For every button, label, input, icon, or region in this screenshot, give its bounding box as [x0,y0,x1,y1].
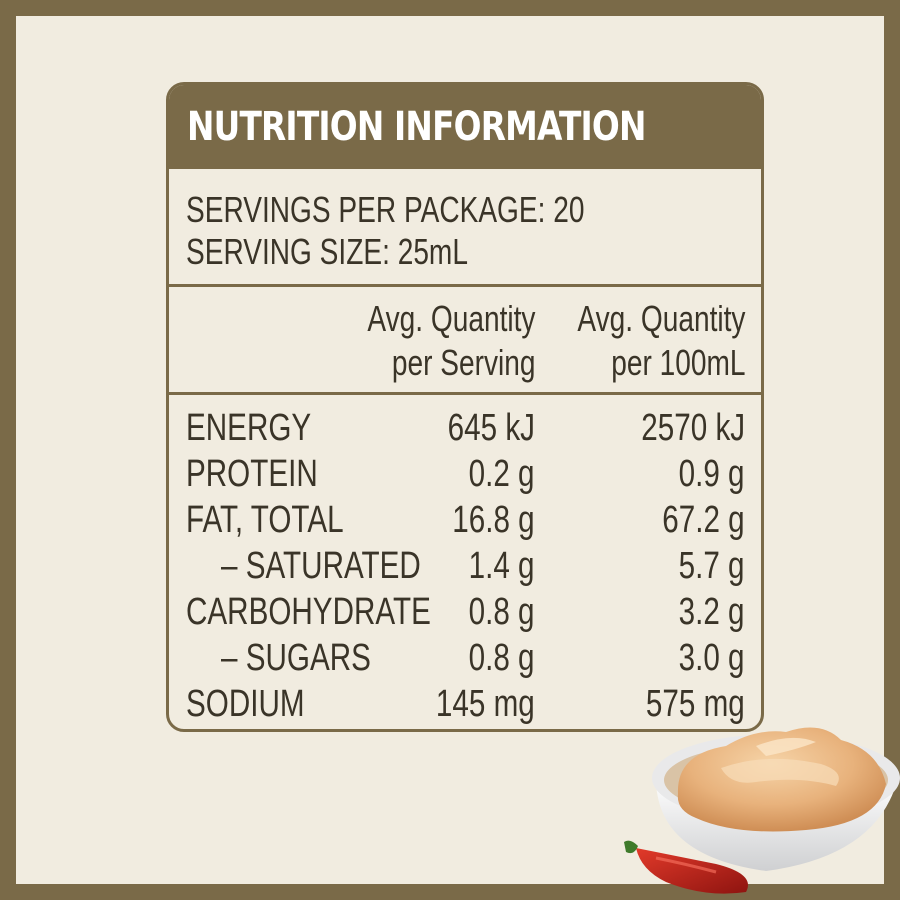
value-per-serving: 16.8 g [452,499,535,541]
value-per-100: 67.2 g [662,499,745,541]
servings-per-package: SERVINGS PER PACKAGE: 20 [186,189,585,230]
nutrient-label: CARBOHYDRATE [186,591,431,633]
sauce-bowl-image [616,706,900,900]
column-header-per-100: Avg. Quantity per 100mL [530,297,745,385]
panel-title-bar: NUTRITION INFORMATION [169,85,761,169]
value-per-serving: 145 mg [436,683,535,725]
value-per-100: 2570 kJ [641,407,745,449]
value-per-serving: 0.8 g [469,637,535,679]
table-row: FAT, TOTAL 16.8 g 67.2 g [169,497,761,543]
nutrient-label: SODIUM [186,683,305,725]
nutrient-label: ENERGY [186,407,312,449]
table-row: ENERGY 645 kJ 2570 kJ [169,405,761,451]
column-header-row: Avg. Quantity per Serving Avg. Quantity … [169,287,761,395]
value-per-100: 0.9 g [679,453,745,495]
nutrition-panel: NUTRITION INFORMATION SERVINGS PER PACKA… [166,82,764,732]
sauce-bowl-illustration [624,727,900,894]
nutrient-rows: ENERGY 645 kJ 2570 kJ PROTEIN 0.2 g 0.9 … [169,395,761,727]
table-row: CARBOHYDRATE 0.8 g 3.2 g [169,589,761,635]
label-background: NUTRITION INFORMATION SERVINGS PER PACKA… [16,16,900,894]
column-header-per-100-line1: Avg. Quantity [576,298,745,339]
nutrient-label: FAT, TOTAL [186,499,344,541]
table-row: PROTEIN 0.2 g 0.9 g [169,451,761,497]
value-per-100: 3.2 g [679,591,745,633]
nutrient-label: – SUGARS [221,637,371,679]
serving-size: SERVING SIZE: 25mL [186,231,468,272]
table-row: SODIUM 145 mg 575 mg [169,681,761,727]
column-header-per-serving-line2: per Serving [391,342,535,383]
nutrient-label: PROTEIN [186,453,318,495]
value-per-serving: 645 kJ [447,407,535,449]
value-per-100: 3.0 g [679,637,745,679]
column-header-per-100-line2: per 100mL [610,342,745,383]
table-row: – SUGARS 0.8 g 3.0 g [169,635,761,681]
nutrient-label: – SATURATED [221,545,421,587]
panel-title: NUTRITION INFORMATION [187,104,646,150]
value-per-serving: 0.2 g [469,453,535,495]
value-per-100: 575 mg [646,683,745,725]
value-per-serving: 1.4 g [469,545,535,587]
table-row: – SATURATED 1.4 g 5.7 g [169,543,761,589]
serving-info: SERVINGS PER PACKAGE: 20 SERVING SIZE: 2… [169,169,761,287]
column-header-per-serving: Avg. Quantity per Serving [320,297,535,385]
column-header-per-serving-line1: Avg. Quantity [366,298,535,339]
value-per-serving: 0.8 g [469,591,535,633]
value-per-100: 5.7 g [679,545,745,587]
